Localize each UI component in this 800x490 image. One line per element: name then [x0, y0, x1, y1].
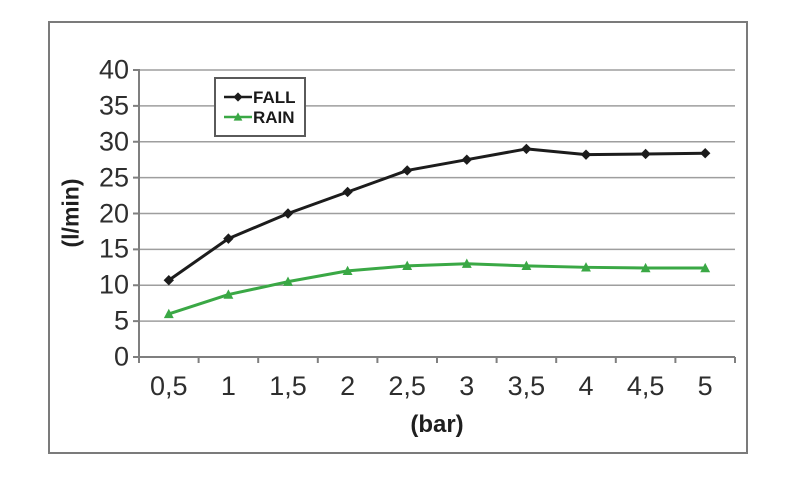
x-axis-tick-label: 3,5: [507, 371, 546, 401]
legend-item-fall: FALL: [224, 89, 300, 106]
x-axis-tick-label: 1,5: [269, 371, 307, 401]
series-line-fall: [167, 147, 707, 282]
series-marker-fall: [580, 149, 592, 160]
series-marker-rain: [283, 276, 293, 286]
x-axis-tick-label: 2,5: [388, 371, 426, 401]
y-axis-tick-label: 5: [113, 305, 129, 336]
y-axis-tick-label: 30: [98, 126, 129, 157]
series-marker-rain: [581, 262, 591, 272]
x-axis-tick-label: 0,5: [150, 371, 188, 401]
x-axis-title: (bar): [410, 411, 464, 438]
legend-label: FALL: [253, 87, 296, 107]
x-axis-tick-label: 3: [459, 371, 475, 401]
legend: FALL RAIN: [214, 77, 306, 137]
series-marker-rain: [163, 308, 174, 319]
diamond-marker-icon: [224, 92, 252, 102]
series-marker-rain: [700, 262, 711, 273]
y-axis-tick-label: 40: [98, 54, 129, 85]
series-marker-rain: [402, 260, 413, 271]
series-marker-fall: [223, 233, 234, 244]
series-marker-rain: [342, 265, 353, 276]
legend-label: RAIN: [253, 107, 295, 127]
x-axis-tick-label: 2: [340, 371, 356, 401]
chart-frame: (l/min) (bar) 0 5 10 15 20 25 30 35 40 0,5 1 1,5 2 2…: [48, 21, 748, 454]
y-axis-tick-label: 35: [98, 90, 129, 121]
y-axis-tick-label: 15: [98, 233, 129, 264]
series-marker-fall: [640, 148, 651, 160]
y-axis-tick-label: 10: [98, 269, 129, 300]
series-marker-rain: [461, 258, 472, 268]
series-line-rain: [167, 262, 707, 316]
x-axis-tick-label: 5: [697, 371, 713, 401]
series-marker-rain: [223, 289, 234, 299]
y-axis-tick-label: 20: [98, 198, 129, 228]
series-marker-rain: [640, 262, 651, 273]
y-axis-tick-label: 25: [98, 162, 129, 193]
series-marker-fall: [700, 148, 711, 159]
x-axis-tick-label: 4,5: [626, 371, 665, 401]
series-marker-fall: [163, 275, 174, 286]
series-marker-fall: [402, 165, 413, 176]
plot-area: [133, 69, 736, 363]
series-marker-fall: [461, 154, 472, 165]
chart-canvas: (l/min) (bar) 0 5 10 15 20 25 30 35 40 0,5 1 1,5 2 2…: [50, 23, 746, 452]
y-axis-tick-label: 0: [113, 341, 129, 372]
triangle-marker-icon: [224, 112, 252, 121]
x-axis-tick-label: 4: [578, 371, 594, 401]
series-marker-fall: [282, 208, 294, 219]
series-marker-fall: [342, 186, 353, 198]
series-marker-fall: [521, 143, 532, 155]
x-axis-tick-label: 1: [220, 371, 236, 401]
legend-item-rain: RAIN: [224, 109, 300, 126]
series-marker-rain: [521, 260, 532, 271]
